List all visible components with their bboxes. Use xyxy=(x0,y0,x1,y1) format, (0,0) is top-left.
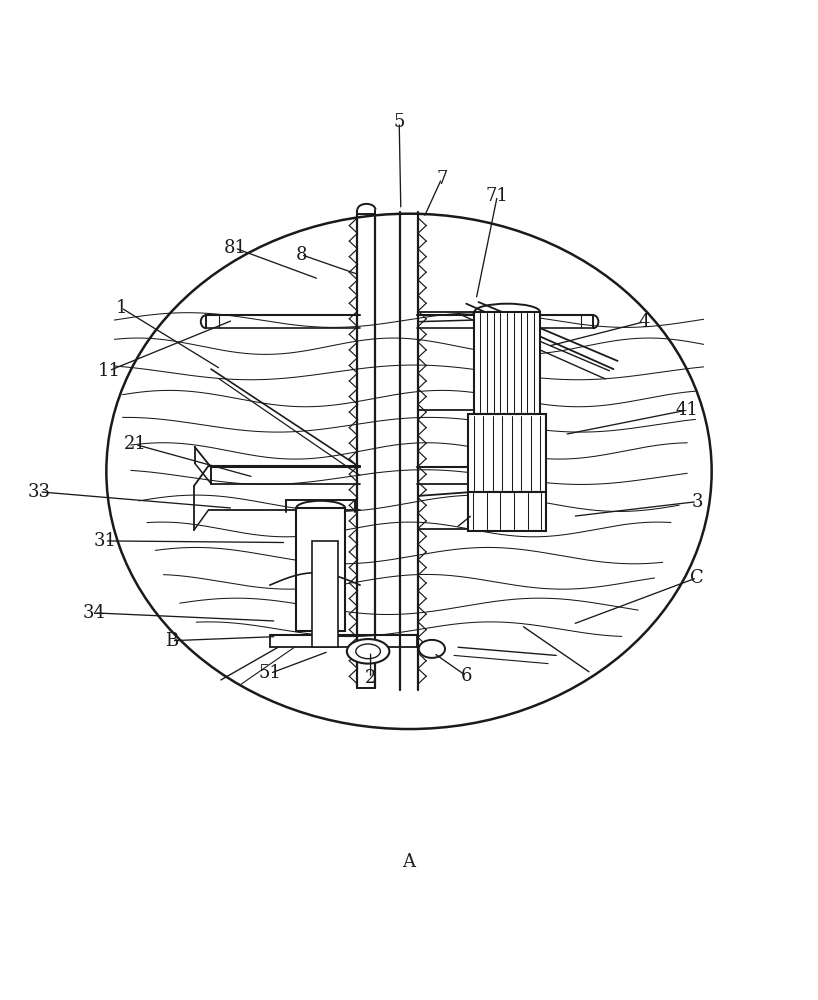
Text: 34: 34 xyxy=(83,604,106,622)
Bar xyxy=(474,312,540,414)
Text: 4: 4 xyxy=(639,313,650,331)
Text: C: C xyxy=(690,569,703,587)
Text: 71: 71 xyxy=(486,187,509,205)
Ellipse shape xyxy=(106,214,712,729)
Ellipse shape xyxy=(347,639,389,664)
Text: 6: 6 xyxy=(461,667,472,685)
Text: 33: 33 xyxy=(28,483,51,501)
Text: 31: 31 xyxy=(93,532,116,550)
Text: 81: 81 xyxy=(223,239,246,257)
Text: 7: 7 xyxy=(436,170,447,188)
Ellipse shape xyxy=(419,640,445,658)
Bar xyxy=(468,492,546,531)
Text: 21: 21 xyxy=(124,435,146,453)
Bar xyxy=(312,541,338,647)
Bar xyxy=(468,414,546,492)
Ellipse shape xyxy=(356,644,380,659)
Text: 11: 11 xyxy=(97,362,120,380)
Bar xyxy=(296,508,345,631)
Text: 3: 3 xyxy=(691,493,703,511)
Text: 41: 41 xyxy=(676,401,699,419)
Text: 8: 8 xyxy=(295,246,307,264)
Text: B: B xyxy=(165,632,178,650)
Text: 51: 51 xyxy=(258,664,281,682)
Text: 2: 2 xyxy=(365,669,376,687)
Text: 1: 1 xyxy=(115,299,127,317)
Text: 5: 5 xyxy=(393,113,405,131)
Text: A: A xyxy=(402,853,416,871)
